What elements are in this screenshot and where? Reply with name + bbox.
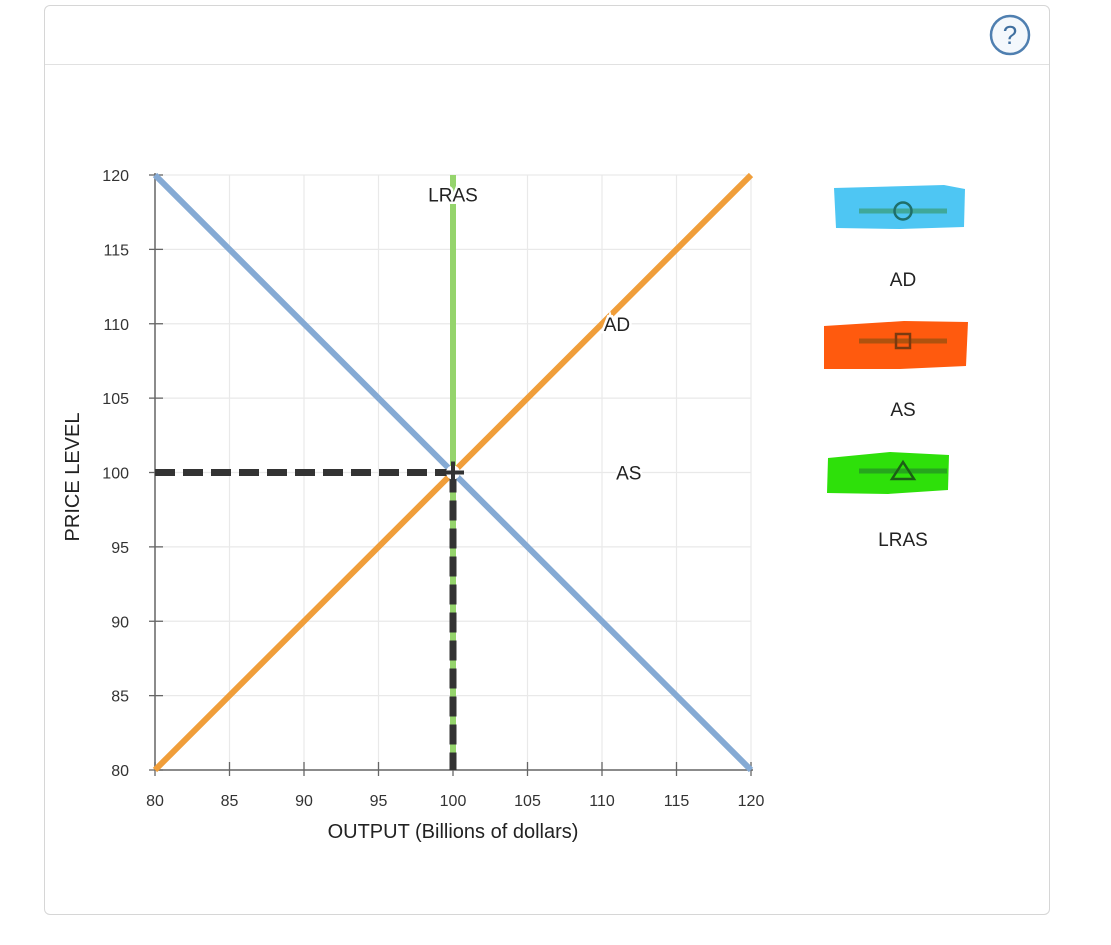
y-tick-label: 80 bbox=[111, 763, 129, 780]
series-label-as: AS bbox=[616, 464, 641, 485]
y-tick-label: 110 bbox=[103, 317, 129, 334]
series-label-lras: LRAS bbox=[428, 185, 478, 206]
legend-tool-ad[interactable]: AD bbox=[834, 185, 965, 291]
x-tick-label: 120 bbox=[738, 793, 765, 810]
y-tick-label: 85 bbox=[111, 689, 129, 706]
y-tick-label: 115 bbox=[103, 242, 129, 259]
equilibrium-point-marker[interactable] bbox=[442, 461, 464, 484]
legend[interactable]: AD AS LRAS bbox=[824, 185, 968, 551]
question-mark-icon[interactable] bbox=[989, 14, 1031, 56]
x-tick-label: 115 bbox=[664, 793, 690, 810]
equilibrium-guides bbox=[155, 461, 464, 770]
x-tick-label: 85 bbox=[221, 793, 239, 810]
series-label-ad: AD bbox=[604, 315, 630, 336]
x-tick-label: 110 bbox=[589, 793, 615, 810]
legend-label: AS bbox=[890, 400, 915, 421]
y-tick-label: 95 bbox=[111, 540, 129, 557]
square-marker-icon bbox=[894, 332, 912, 350]
y-tick-label: 120 bbox=[102, 168, 129, 185]
y-tick-label: 90 bbox=[111, 614, 129, 631]
triangle-marker-icon bbox=[889, 459, 917, 481]
legend-highlight bbox=[834, 185, 965, 229]
legend-tool-lras[interactable]: LRAS bbox=[827, 452, 949, 551]
legend-label: LRAS bbox=[878, 530, 928, 551]
legend-tool-as[interactable]: AS bbox=[824, 321, 968, 421]
x-tick-label: 90 bbox=[295, 793, 313, 810]
x-tick-label: 80 bbox=[146, 793, 164, 810]
y-axis-title: PRICE LEVEL bbox=[62, 413, 84, 542]
help-glyph: ? bbox=[1003, 20, 1017, 50]
x-tick-label: 95 bbox=[370, 793, 388, 810]
help-button[interactable]: ? bbox=[989, 14, 1031, 56]
circle-marker-icon bbox=[893, 201, 913, 221]
ticks: 80 85 90 95 100 105 110 115 120 80 85 90 95 100 105 110… bbox=[102, 168, 764, 810]
x-tick-label: 100 bbox=[440, 793, 467, 810]
series-labels: AD AS LRAS bbox=[426, 183, 644, 487]
y-tick-label: 100 bbox=[102, 466, 129, 483]
y-tick-label: 105 bbox=[102, 391, 129, 408]
x-tick-label: 105 bbox=[514, 793, 541, 810]
panel-header: ? bbox=[45, 6, 1049, 65]
legend-label: AD bbox=[890, 270, 916, 291]
x-axis-title: OUTPUT (Billions of dollars) bbox=[328, 821, 579, 843]
